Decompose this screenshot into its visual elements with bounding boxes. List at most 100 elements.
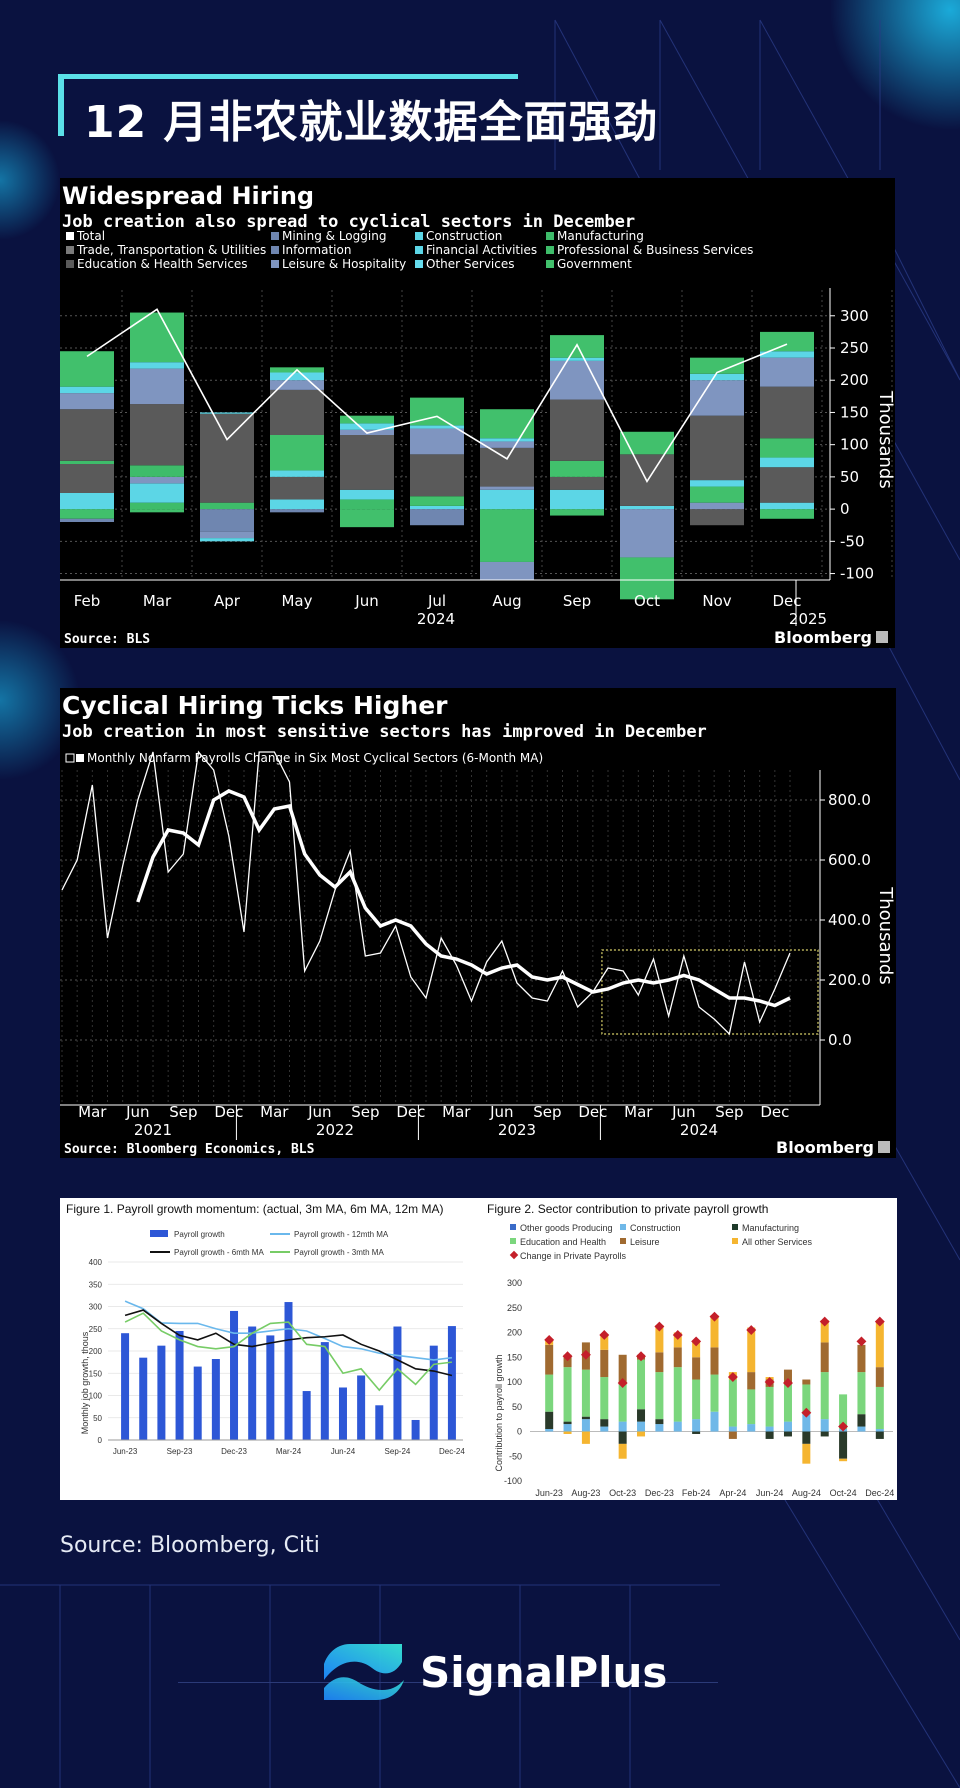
chart3-line-2 — [124, 1309, 453, 1377]
chart1-xtick-label: Apr — [214, 592, 241, 610]
chart4-bar-segment — [820, 1320, 829, 1343]
chart4-legend-swatch — [732, 1224, 738, 1230]
chart4-bar-segment — [637, 1431, 646, 1437]
chart4-bar-segment — [839, 1394, 848, 1430]
chart4-bar-segment — [875, 1367, 884, 1387]
chart4-bar-segment — [839, 1458, 848, 1462]
chart4-marker — [636, 1351, 646, 1362]
chart4-bar-segment — [618, 1354, 627, 1385]
chart2-ytick-label: 400.0 — [828, 911, 871, 929]
chart4-legend-label: Other goods Producing — [520, 1223, 613, 1233]
chart3-bar — [266, 1335, 275, 1440]
chart4-legend-swatch — [620, 1238, 626, 1244]
chart1-legend-swatch — [66, 246, 74, 254]
chart3-xtick-label: Dec-24 — [439, 1447, 465, 1456]
chart4-bar-segment — [673, 1347, 682, 1368]
brand-logo: SignalPlus — [320, 1640, 667, 1704]
chart1-bar-segment — [620, 431, 674, 455]
chart3-bar — [411, 1419, 420, 1440]
chart4-marker — [783, 1378, 793, 1388]
chart4-bar-segment — [710, 1374, 719, 1412]
chart2-xtick-label: Jun — [307, 1103, 331, 1121]
chart2-xtick-label: Sep — [533, 1103, 561, 1121]
chart4-bar-segment — [563, 1421, 572, 1425]
chart3-bar — [121, 1333, 130, 1440]
chart4-bar-segment — [692, 1379, 701, 1420]
chart3-ylabel: Monthly job growth, thous — [80, 1331, 90, 1434]
chart2-xtick-label: Mar — [260, 1103, 289, 1121]
chart1-legend-swatch — [415, 246, 423, 254]
chart1-xtick-label: Dec — [772, 592, 801, 610]
chart1-xtick-label: Feb — [74, 592, 101, 610]
chart1-bar-segment — [480, 441, 534, 448]
chart3-bar — [175, 1330, 184, 1440]
chart4-bar-segment — [673, 1367, 682, 1422]
chart2-year-label: 2024 — [680, 1121, 718, 1139]
chart3-ytick-label: 400 — [89, 1258, 103, 1267]
chart4-bar-segment — [783, 1369, 792, 1382]
chart4-bar-segment — [783, 1382, 792, 1422]
chart4-marker — [691, 1336, 702, 1347]
chart1-bar-segment — [480, 438, 534, 442]
chart4-bar-segment — [545, 1344, 554, 1375]
chart4-bar-segment — [545, 1374, 554, 1412]
chart1-ylabel: Thousands — [875, 390, 895, 488]
chart4-bar-segment — [655, 1372, 664, 1420]
chart1-legend-label: Government — [557, 257, 632, 271]
chart1-legend-swatch — [415, 260, 423, 268]
chart1-bar-segment — [340, 415, 394, 424]
chart1-bar-segment — [130, 368, 184, 405]
chart1-bar-segment — [60, 518, 114, 522]
chart1-xtick-label: Sep — [563, 592, 591, 610]
chart4-marker — [746, 1325, 757, 1335]
chart2-xtick-label: Dec — [760, 1103, 789, 1121]
chart1-bar-segment — [410, 509, 464, 526]
chart4-ytick-label: 0 — [517, 1427, 522, 1437]
chart4-legend-swatch — [620, 1224, 626, 1230]
chart1-bar-segment — [690, 415, 744, 481]
chart2-xtick-label: Mar — [78, 1103, 107, 1121]
chart1-bar-segment — [690, 380, 744, 416]
chart4-ytick-label: -50 — [509, 1451, 522, 1461]
chart4-xtick-label: Oct-24 — [830, 1488, 857, 1498]
chart1-bar-segment — [480, 561, 534, 580]
chart1-bar-segment — [270, 380, 324, 390]
chart3-ytick-label: 350 — [89, 1280, 103, 1289]
chart4-bar-segment — [692, 1342, 701, 1358]
chart4-bar-segment — [802, 1379, 811, 1385]
chart4-ytick-label: 100 — [507, 1377, 522, 1387]
chart4-bar-segment — [728, 1431, 737, 1439]
chart3-bar — [302, 1391, 311, 1440]
chart1-title: Widespread Hiring — [62, 182, 314, 210]
chart1-subtitle: Job creation also spread to cyclical sec… — [62, 212, 635, 232]
chart1-brand: Bloomberg — [774, 628, 872, 647]
chart1-legend-swatch — [271, 246, 279, 254]
chart1-bar-segment — [200, 509, 254, 532]
chart1-legend-label: Other Services — [426, 257, 515, 271]
chart4-legend-swatch — [732, 1238, 738, 1244]
chart2-ytick-label: 600.0 — [828, 851, 871, 869]
chart4-marker — [709, 1311, 720, 1322]
chart4-bar-segment — [857, 1344, 866, 1373]
chart3-bar — [393, 1326, 402, 1440]
chart4-bar-segment — [765, 1431, 774, 1439]
chart4-legend-label: Education and Health — [520, 1237, 606, 1247]
chart1-legend-swatch — [546, 246, 554, 254]
chart4-bar-segment — [857, 1372, 866, 1415]
chart1-legend-label: Financial Activities — [426, 243, 537, 257]
chart4-bar-segment — [783, 1421, 792, 1432]
chart4-marker — [599, 1330, 610, 1340]
chart4-bar-segment — [655, 1419, 664, 1425]
chart3-ytick-label: 200 — [89, 1347, 103, 1356]
chart4-bar-segment — [692, 1419, 701, 1432]
chart1-bar-segment — [130, 483, 184, 503]
chart1-bar-segment — [270, 389, 324, 435]
chart4-ytick-label: 200 — [507, 1328, 522, 1338]
chart4-bar-segment — [545, 1411, 554, 1430]
chart3-title: Figure 1. Payroll growth momentum: (actu… — [66, 1202, 443, 1216]
chart4-bar-segment — [637, 1421, 646, 1432]
chart2-legend-swatch — [76, 754, 84, 762]
chart4-bar-segment — [581, 1419, 590, 1432]
chart1-legend-label: Mining & Logging — [282, 229, 386, 243]
chart4-bar-segment — [820, 1419, 829, 1432]
